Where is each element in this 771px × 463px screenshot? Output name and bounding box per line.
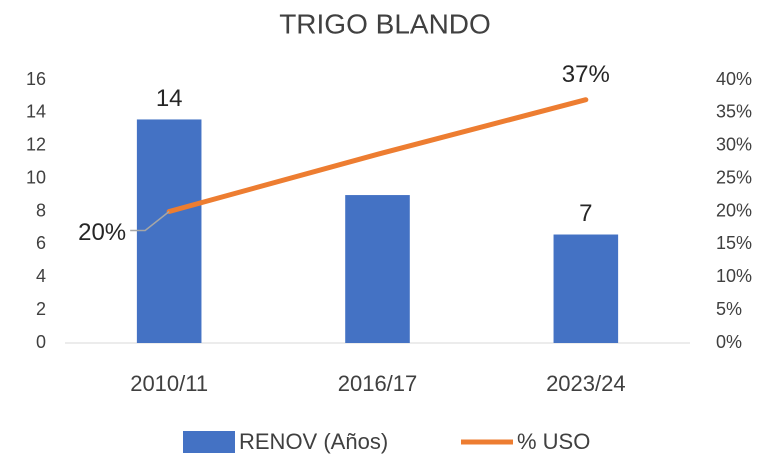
data-label: 37% (562, 61, 610, 88)
y-tick-label: 10 (26, 167, 46, 187)
line (166, 97, 589, 214)
y-tick-label: 6 (36, 233, 46, 253)
y2-tick-label: 40% (716, 69, 752, 89)
y-tick-label: 0 (36, 332, 46, 352)
y-tick-label: 12 (26, 135, 46, 155)
y2-tick-label: 10% (716, 266, 752, 286)
y2-tick-label: 15% (716, 233, 752, 253)
x-tick-label: 2010/11 (130, 371, 208, 396)
y-tick-label: 14 (26, 102, 46, 122)
data-label: 7 (579, 200, 592, 227)
y2-tick-label: 0% (716, 332, 742, 352)
legend-swatch (183, 431, 235, 453)
x-tick-label: 2016/17 (338, 371, 418, 396)
legend-label: RENOV (Años) (239, 429, 388, 454)
y-tick-label: 4 (36, 266, 46, 286)
y2-tick-label: 30% (716, 135, 752, 155)
bar (345, 195, 410, 343)
chart-title: TRIGO BLANDO (279, 8, 491, 39)
y2-tick-label: 25% (716, 167, 752, 187)
y2-tick-label: 20% (716, 200, 752, 220)
y-tick-label: 16 (26, 69, 46, 89)
y-tick-label: 8 (36, 200, 46, 220)
y2-tick-label: 5% (716, 299, 742, 319)
y-tick-label: 2 (36, 299, 46, 319)
bar (553, 234, 619, 343)
data-label: 14 (156, 85, 183, 112)
x-tick-label: 2023/24 (546, 371, 626, 396)
y2-tick-label: 35% (716, 102, 752, 122)
leader-line (130, 210, 170, 232)
legend-label: % USO (517, 429, 590, 454)
data-label: 20% (78, 219, 126, 246)
bar (136, 119, 202, 343)
